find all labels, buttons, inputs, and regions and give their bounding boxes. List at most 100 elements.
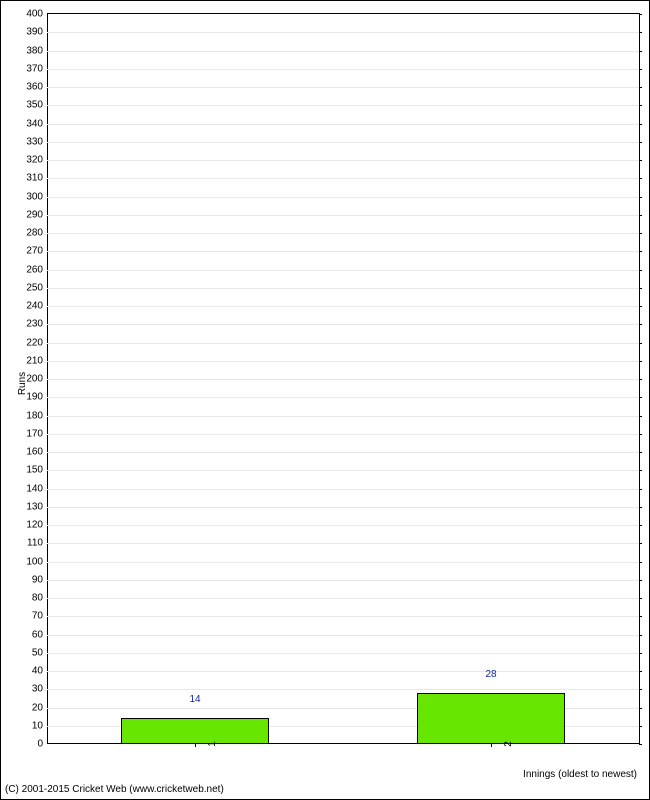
y-tick-mark xyxy=(639,87,642,88)
y-tick-label: 250 xyxy=(26,282,47,293)
y-tick-label: 220 xyxy=(26,337,47,348)
y-tick-label: 110 xyxy=(27,538,47,549)
y-tick-mark xyxy=(639,215,642,216)
y-tick-label: 210 xyxy=(26,355,47,366)
y-tick-mark xyxy=(639,689,642,690)
y-tick-label: 350 xyxy=(26,100,47,111)
y-tick-mark xyxy=(639,233,642,234)
grid-line xyxy=(47,215,639,216)
grid-line xyxy=(47,507,639,508)
y-tick-mark xyxy=(639,543,642,544)
y-tick-mark xyxy=(639,470,642,471)
y-tick-label: 330 xyxy=(26,136,47,147)
grid-line xyxy=(47,251,639,252)
y-tick-label: 320 xyxy=(26,155,47,166)
y-tick-label: 80 xyxy=(32,593,47,604)
y-tick-label: 280 xyxy=(26,228,47,239)
y-tick-label: 0 xyxy=(37,739,47,750)
y-tick-mark xyxy=(639,671,642,672)
y-tick-mark xyxy=(639,178,642,179)
x-tick-label: 1 xyxy=(195,741,218,747)
y-tick-label: 240 xyxy=(26,301,47,312)
y-tick-label: 370 xyxy=(26,63,47,74)
y-tick-label: 300 xyxy=(26,191,47,202)
x-axis-label: Innings (oldest to newest) xyxy=(523,769,637,780)
y-tick-label: 270 xyxy=(26,246,47,257)
grid-line xyxy=(47,671,639,672)
bar-value-label: 28 xyxy=(485,669,496,680)
y-tick-mark xyxy=(639,288,642,289)
grid-line xyxy=(47,434,639,435)
grid-line xyxy=(47,580,639,581)
y-tick-mark xyxy=(639,361,642,362)
grid-line xyxy=(47,470,639,471)
y-tick-mark xyxy=(639,397,642,398)
y-tick-label: 400 xyxy=(26,9,47,20)
grid-line xyxy=(47,51,639,52)
y-tick-mark xyxy=(639,105,642,106)
y-tick-mark xyxy=(639,251,642,252)
y-tick-mark xyxy=(639,726,642,727)
y-tick-label: 390 xyxy=(26,27,47,38)
grid-line xyxy=(47,197,639,198)
grid-line xyxy=(47,32,639,33)
grid-line xyxy=(47,233,639,234)
y-tick-label: 50 xyxy=(32,647,47,658)
grid-line xyxy=(47,452,639,453)
y-tick-mark xyxy=(639,744,642,745)
grid-line xyxy=(47,653,639,654)
y-tick-label: 190 xyxy=(26,392,47,403)
y-tick-mark xyxy=(639,379,642,380)
y-tick-mark xyxy=(639,343,642,344)
y-tick-mark xyxy=(639,562,642,563)
y-tick-mark xyxy=(639,434,642,435)
grid-line xyxy=(47,416,639,417)
grid-line xyxy=(47,270,639,271)
grid-line xyxy=(47,160,639,161)
y-tick-mark xyxy=(639,270,642,271)
y-tick-mark xyxy=(639,616,642,617)
y-tick-mark xyxy=(639,598,642,599)
grid-line xyxy=(47,69,639,70)
y-tick-mark xyxy=(639,306,642,307)
y-tick-label: 180 xyxy=(26,410,47,421)
grid-line xyxy=(47,124,639,125)
y-tick-label: 140 xyxy=(26,483,47,494)
y-tick-label: 380 xyxy=(26,45,47,56)
y-tick-mark xyxy=(639,580,642,581)
y-tick-mark xyxy=(639,197,642,198)
grid-line xyxy=(47,142,639,143)
y-tick-mark xyxy=(639,324,642,325)
bar xyxy=(121,718,269,744)
grid-line xyxy=(47,598,639,599)
grid-line xyxy=(47,525,639,526)
y-tick-mark xyxy=(639,142,642,143)
grid-line xyxy=(47,616,639,617)
bar xyxy=(417,693,565,744)
y-tick-mark xyxy=(639,14,642,15)
y-tick-label: 230 xyxy=(26,319,47,330)
chart-container: 0102030405060708090100110120130140150160… xyxy=(0,0,650,800)
grid-line xyxy=(47,324,639,325)
y-tick-label: 290 xyxy=(26,209,47,220)
y-tick-label: 170 xyxy=(26,428,47,439)
y-tick-mark xyxy=(639,416,642,417)
grid-line xyxy=(47,178,639,179)
grid-line xyxy=(47,105,639,106)
grid-line xyxy=(47,379,639,380)
grid-line xyxy=(47,543,639,544)
y-tick-label: 90 xyxy=(32,574,47,585)
y-tick-label: 150 xyxy=(26,465,47,476)
y-tick-label: 260 xyxy=(26,264,47,275)
grid-line xyxy=(47,489,639,490)
y-tick-label: 120 xyxy=(26,520,47,531)
y-tick-label: 310 xyxy=(26,173,47,184)
y-tick-label: 360 xyxy=(26,82,47,93)
grid-line xyxy=(47,306,639,307)
x-tick-label: 2 xyxy=(491,741,514,747)
plot-area: 0102030405060708090100110120130140150160… xyxy=(47,13,640,744)
y-tick-mark xyxy=(639,32,642,33)
y-tick-label: 40 xyxy=(32,666,47,677)
y-tick-mark xyxy=(639,124,642,125)
y-tick-mark xyxy=(639,507,642,508)
